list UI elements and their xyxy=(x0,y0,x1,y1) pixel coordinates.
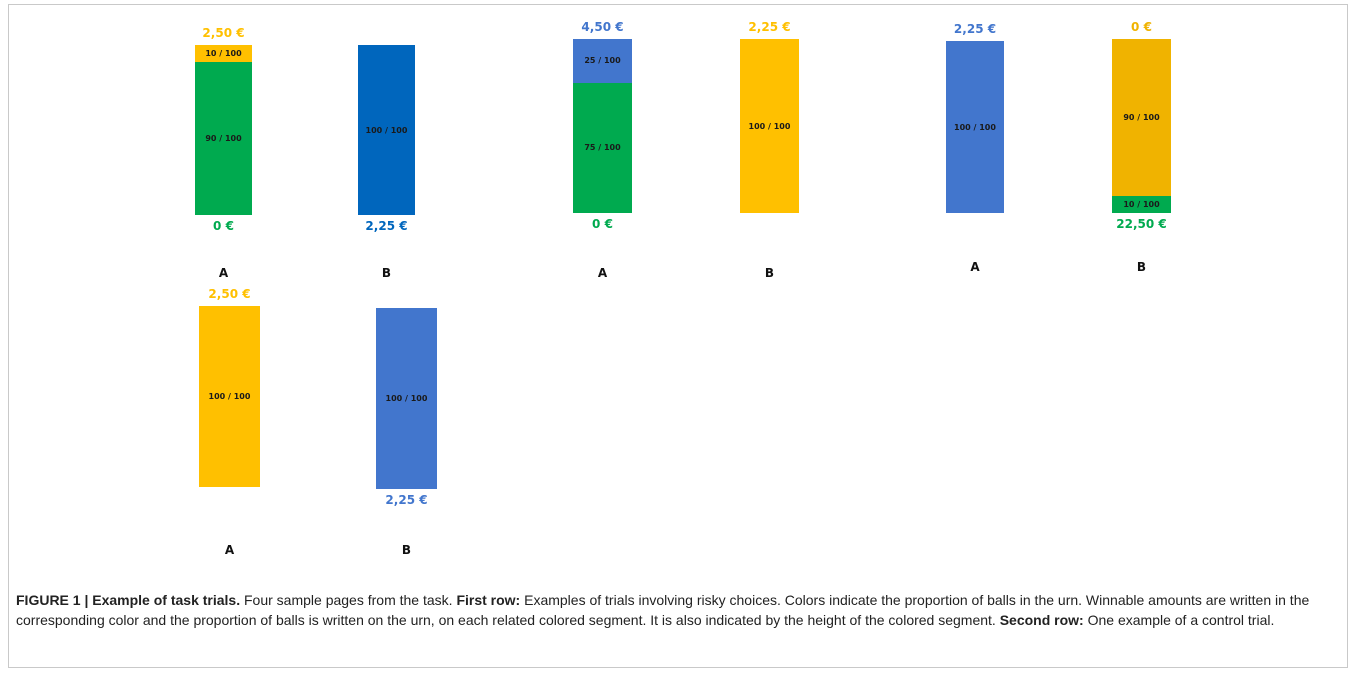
amount-bottom: 22,50 € xyxy=(1116,217,1167,231)
urn-segment: 100 / 100 xyxy=(740,39,799,213)
caption-row1-label: First row: xyxy=(456,592,521,608)
urn-trial4-b: 100 / 100 xyxy=(376,308,437,489)
urn-segment: 100 / 100 xyxy=(376,308,437,489)
urn-trial1-a: 10 / 100 90 / 100 xyxy=(195,45,252,215)
urn-segment: 100 / 100 xyxy=(358,45,415,215)
option-label: B xyxy=(1136,260,1147,274)
amount-bottom: 0 € xyxy=(592,217,613,231)
figure-caption: FIGURE 1 | Example of task trials. Four … xyxy=(16,590,1342,630)
option-label: A xyxy=(970,260,980,274)
urn-segment: 90 / 100 xyxy=(1112,39,1171,196)
caption-row2-text: One example of a control trial. xyxy=(1083,612,1275,628)
urn-segment: 25 / 100 xyxy=(573,39,632,83)
option-label: B xyxy=(381,266,392,280)
caption-label: FIGURE 1 | Example of task trials. xyxy=(16,592,241,608)
urn-segment: 75 / 100 xyxy=(573,82,632,213)
amount-top: 4,50 € xyxy=(581,20,624,34)
amount-top: 0 € xyxy=(1131,20,1152,34)
option-label: B xyxy=(401,543,412,557)
trials-figure: 10 / 100 90 / 100 2,50 €0 € A 100 / 100 2,25 … xyxy=(195,20,1171,557)
urn-segment: 10 / 100 xyxy=(1112,195,1171,213)
amount-top: 2,25 € xyxy=(953,22,997,36)
urn-trial3-a: 100 / 100 xyxy=(946,41,1004,213)
urn-trial2-b: 100 / 100 xyxy=(740,39,799,213)
urn-segment: 100 / 100 xyxy=(199,306,260,487)
amount-top: 2,25 € xyxy=(748,20,791,34)
amount-bottom: 2,25 € xyxy=(365,219,408,233)
amount-bottom: 0 € xyxy=(213,219,234,233)
urn-trial2-a: 25 / 100 75 / 100 xyxy=(573,39,632,213)
urn-trial3-b: 90 / 100 10 / 100 xyxy=(1112,39,1171,213)
urn-segment: 100 / 100 xyxy=(946,41,1004,213)
urn-segment: 90 / 100 xyxy=(195,62,252,215)
option-label: A xyxy=(218,266,229,280)
urn-trial4-a: 100 / 100 xyxy=(199,306,260,487)
option-label: A xyxy=(597,266,608,280)
urn-segment: 10 / 100 xyxy=(195,45,252,62)
caption-row1-text: Examples of trials involving risky choic… xyxy=(16,592,1310,628)
caption-intro: Four sample pages from the task. xyxy=(240,592,457,608)
caption-row2-label: Second row: xyxy=(999,612,1084,628)
amount-top: 2,50 € xyxy=(208,287,251,301)
amount-top: 2,50 € xyxy=(202,26,245,40)
urn-trial1-b: 100 / 100 xyxy=(358,45,415,215)
option-label: A xyxy=(224,543,235,557)
figure-frame xyxy=(8,4,1348,668)
option-label: B xyxy=(764,266,775,280)
amount-bottom: 2,25 € xyxy=(385,493,428,507)
